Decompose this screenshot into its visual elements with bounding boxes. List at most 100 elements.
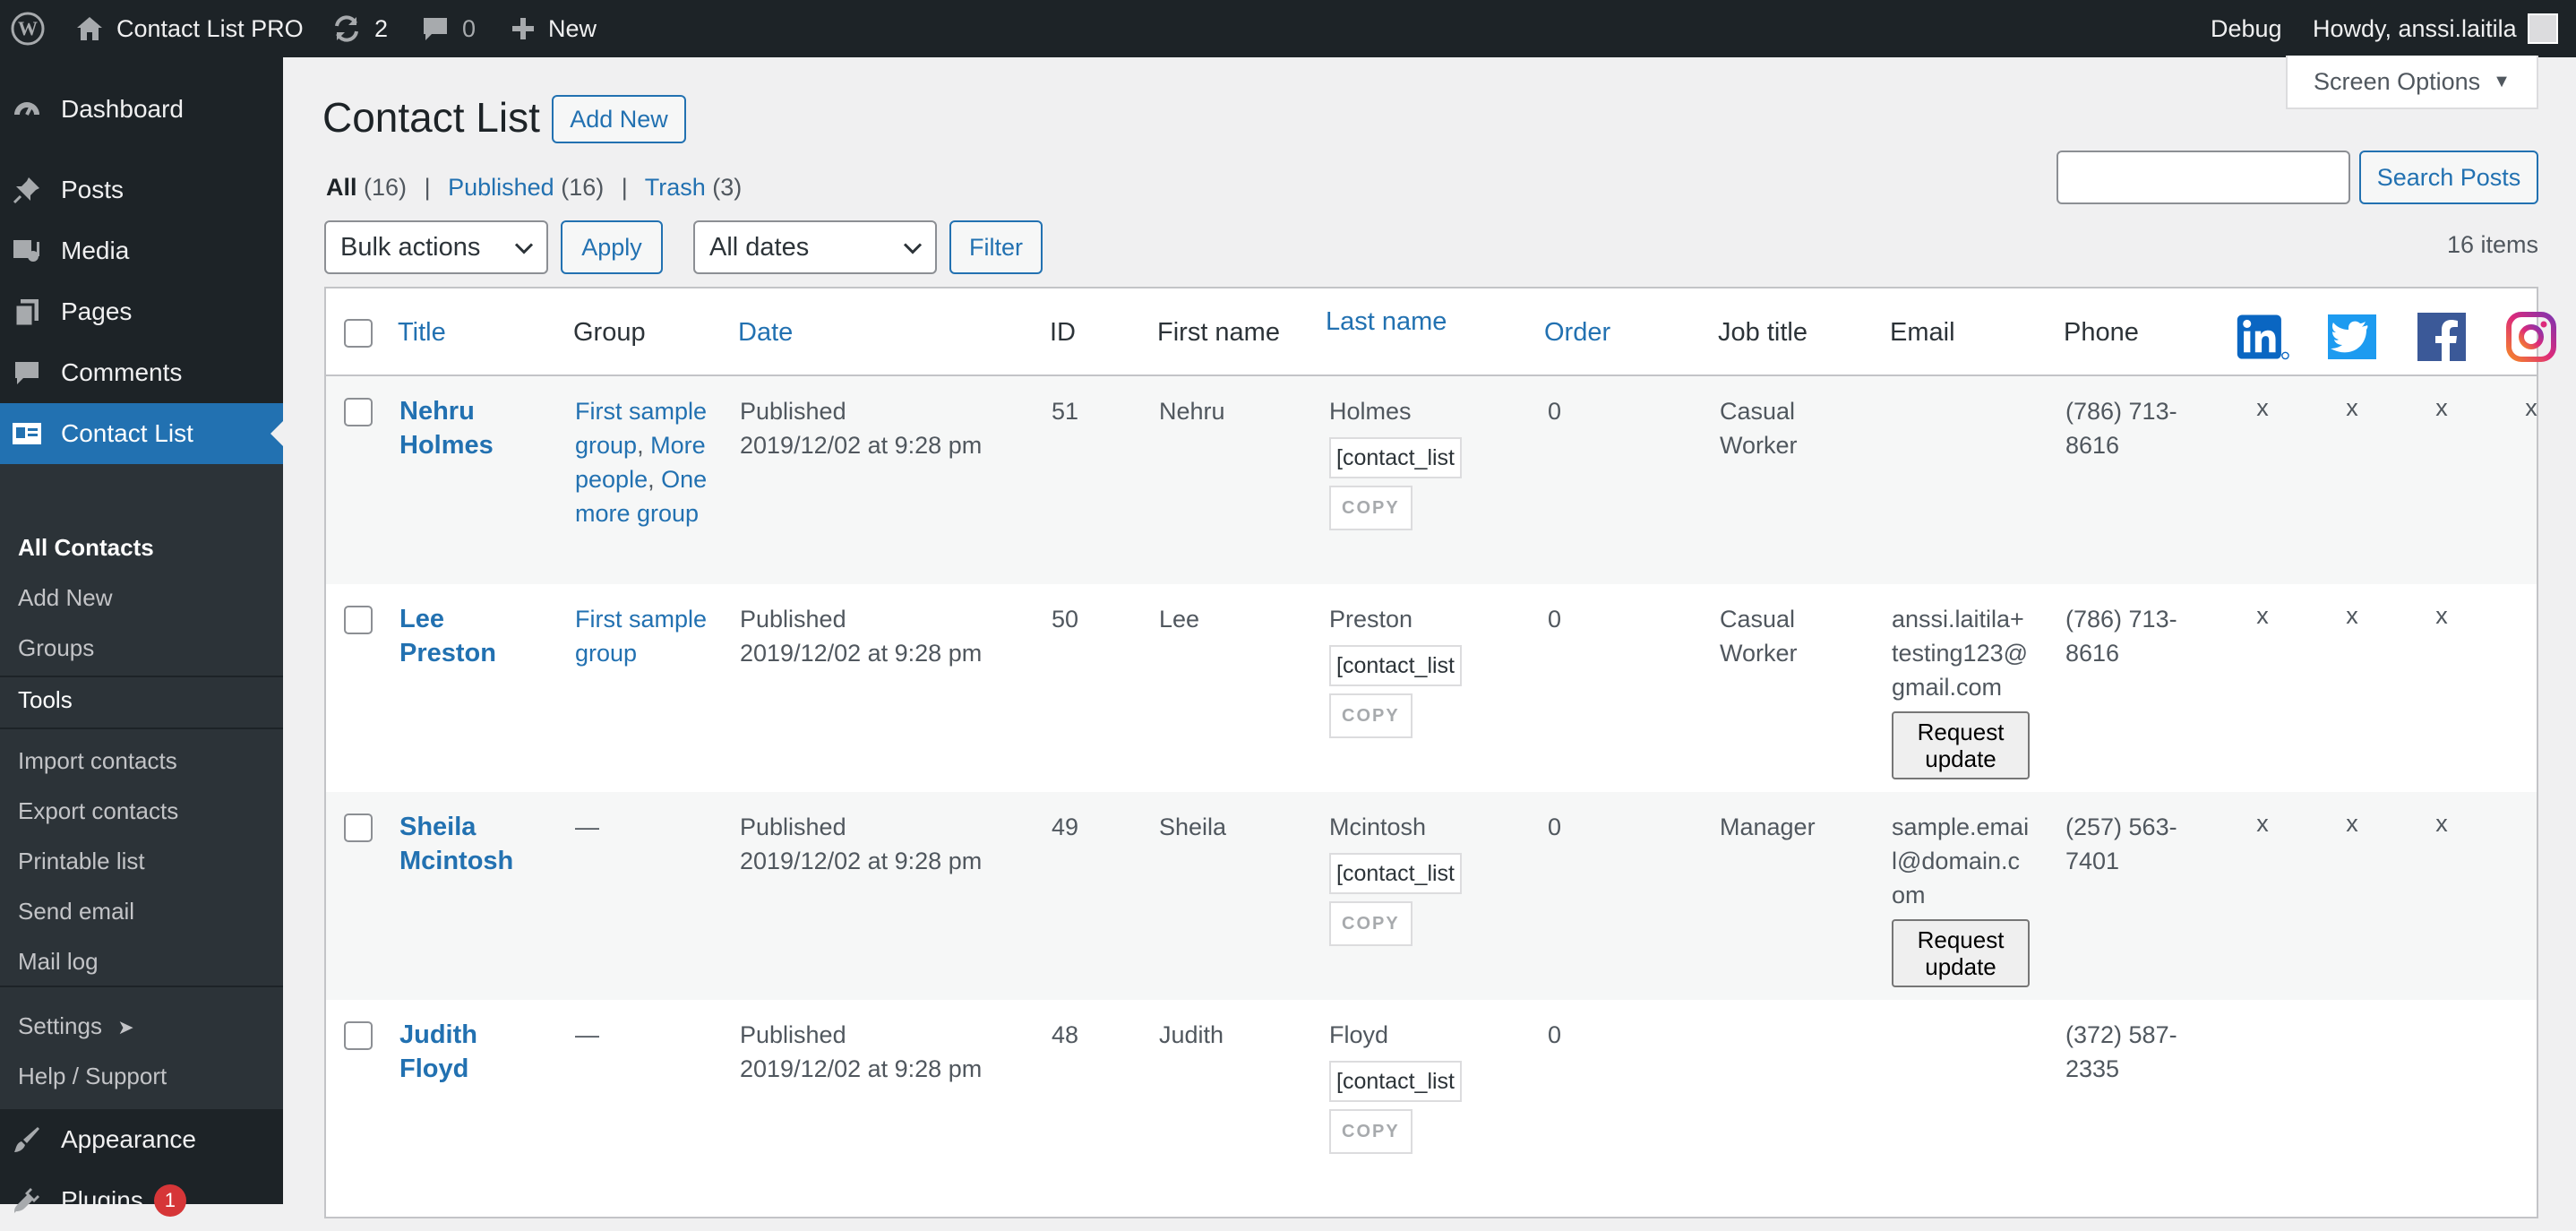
job-line: Casual bbox=[1720, 398, 1796, 425]
order-cell: 0 bbox=[1548, 1021, 1562, 1048]
screen-options-button[interactable]: Screen Options ▼ bbox=[2286, 56, 2538, 109]
submenu-add-new[interactable]: Add New bbox=[18, 584, 113, 611]
menu-appearance[interactable]: Appearance bbox=[0, 1109, 283, 1170]
contact-title-link[interactable]: Lee Preston bbox=[399, 602, 496, 670]
column-date[interactable]: Date bbox=[738, 317, 794, 347]
submenu-send-email[interactable]: Send email bbox=[18, 898, 135, 925]
order-cell: 0 bbox=[1548, 606, 1562, 633]
wordpress-logo-icon[interactable]: W bbox=[11, 0, 45, 57]
copy-shortcode-button[interactable]: COPY bbox=[1329, 901, 1413, 946]
first-name-cell: Lee bbox=[1159, 606, 1200, 633]
menu-comments[interactable]: Comments bbox=[0, 342, 283, 403]
add-new-button[interactable]: Add New bbox=[552, 95, 686, 143]
request-update-button[interactable]: Request update bbox=[1892, 711, 2030, 779]
menu-plugins[interactable]: Plugins 1 bbox=[0, 1170, 283, 1231]
submenu-export-contacts[interactable]: Export contacts bbox=[18, 797, 179, 824]
select-all-checkbox[interactable] bbox=[344, 319, 373, 348]
column-last-name[interactable]: Last name bbox=[1326, 306, 1447, 336]
id-cell: 49 bbox=[1052, 813, 1079, 840]
group-link[interactable]: people bbox=[575, 466, 648, 493]
menu-contact-list[interactable]: Contact List bbox=[0, 403, 283, 464]
request-update-button[interactable]: Request update bbox=[1892, 919, 2030, 987]
group-link[interactable]: group bbox=[575, 640, 638, 667]
menu-label: Plugins bbox=[61, 1186, 143, 1214]
search-posts-button[interactable]: Search Posts bbox=[2359, 151, 2538, 204]
column-title[interactable]: Title bbox=[398, 317, 446, 347]
facebook-value: x bbox=[2435, 602, 2448, 629]
comment-bubble-icon bbox=[421, 15, 450, 42]
items-count: 16 items bbox=[2446, 231, 2538, 258]
view-published[interactable]: Published bbox=[448, 174, 554, 201]
title-line: Lee bbox=[399, 605, 444, 633]
copy-shortcode-button[interactable]: COPY bbox=[1329, 693, 1413, 738]
phone-cell: (257) 563- 7401 bbox=[2065, 810, 2177, 878]
menu-media[interactable]: Media bbox=[0, 220, 283, 281]
first-name-cell: Nehru bbox=[1159, 398, 1225, 425]
updates-link[interactable]: 2 bbox=[331, 0, 388, 57]
linkedin-value: x bbox=[2256, 810, 2269, 837]
date-filter-select[interactable]: All dates bbox=[693, 220, 937, 274]
view-all[interactable]: All bbox=[326, 174, 357, 201]
phone-line: 8616 bbox=[2065, 640, 2120, 667]
menu-pages[interactable]: Pages bbox=[0, 281, 283, 342]
search-input[interactable] bbox=[2057, 151, 2350, 204]
email-line: sample.emai bbox=[1892, 813, 2030, 840]
submenu-divider bbox=[0, 727, 283, 729]
copy-shortcode-button[interactable]: COPY bbox=[1329, 1109, 1413, 1154]
shortcode-text[interactable]: [contact_list bbox=[1329, 1061, 1463, 1102]
instagram-icon bbox=[2504, 310, 2558, 364]
contact-title-link[interactable]: Sheila Mcintosh bbox=[399, 810, 513, 878]
shortcode-text[interactable]: [contact_list bbox=[1329, 437, 1463, 478]
group-link[interactable]: First sample bbox=[575, 398, 708, 425]
row-checkbox[interactable] bbox=[344, 813, 373, 842]
updates-count: 2 bbox=[374, 14, 389, 42]
id-cell: 48 bbox=[1052, 1021, 1079, 1048]
apply-button[interactable]: Apply bbox=[561, 220, 663, 274]
new-content-link[interactable]: New bbox=[511, 0, 597, 57]
chevron-down-icon bbox=[903, 233, 923, 263]
submenu-groups[interactable]: Groups bbox=[18, 634, 95, 661]
submenu-tools[interactable]: Tools bbox=[18, 686, 73, 713]
submenu-settings[interactable]: Settings ➤ bbox=[18, 1012, 134, 1040]
row-checkbox[interactable] bbox=[344, 606, 373, 634]
admin-sidebar: Dashboard Posts Media Pages Comments Con… bbox=[0, 57, 283, 1217]
group-link[interactable]: One bbox=[661, 466, 708, 493]
first-name-cell: Judith bbox=[1159, 1021, 1224, 1048]
site-name-link[interactable]: Contact List PRO bbox=[75, 0, 304, 57]
contact-title-link[interactable]: Judith Floyd bbox=[399, 1018, 477, 1086]
group-link[interactable]: group bbox=[575, 432, 638, 459]
phone-cell: (786) 713- 8616 bbox=[2065, 602, 2177, 670]
job-line: Worker bbox=[1720, 640, 1798, 667]
comments-link[interactable]: 0 bbox=[421, 0, 476, 57]
row-checkbox[interactable] bbox=[344, 1021, 373, 1050]
shortcode-text[interactable]: [contact_list bbox=[1329, 645, 1463, 686]
request-update-label: Request bbox=[1917, 719, 2005, 745]
debug-link[interactable]: Debug bbox=[2211, 0, 2282, 57]
submenu-mail-log[interactable]: Mail log bbox=[18, 948, 99, 975]
menu-dashboard[interactable]: Dashboard bbox=[0, 79, 283, 140]
bulk-actions-select[interactable]: Bulk actions bbox=[324, 220, 548, 274]
job-line: Worker bbox=[1720, 432, 1798, 459]
contact-title-link[interactable]: Nehru Holmes bbox=[399, 394, 494, 462]
group-link[interactable]: More bbox=[650, 432, 706, 459]
email-line: om bbox=[1892, 882, 1926, 908]
account-menu[interactable]: Howdy, anssi.laitila bbox=[2313, 0, 2558, 57]
copy-shortcode-button[interactable]: COPY bbox=[1329, 486, 1413, 530]
settings-label: Settings bbox=[18, 1012, 102, 1039]
shortcode-text[interactable]: [contact_list bbox=[1329, 853, 1463, 894]
view-trash[interactable]: Trash bbox=[644, 174, 706, 201]
submenu-all-contacts[interactable]: All Contacts bbox=[18, 534, 154, 561]
facebook-icon bbox=[2415, 310, 2469, 364]
request-update-label: update bbox=[1925, 953, 1996, 980]
submenu-printable-list[interactable]: Printable list bbox=[18, 848, 145, 874]
column-order[interactable]: Order bbox=[1544, 317, 1611, 347]
phone-cell: (786) 713- 8616 bbox=[2065, 394, 2177, 462]
group-link[interactable]: more group bbox=[575, 500, 700, 527]
filter-button[interactable]: Filter bbox=[949, 220, 1043, 274]
email-line: l@domain.c bbox=[1892, 848, 2020, 874]
submenu-help-support[interactable]: Help / Support bbox=[18, 1063, 167, 1089]
submenu-import-contacts[interactable]: Import contacts bbox=[18, 747, 177, 774]
group-link[interactable]: First sample bbox=[575, 606, 708, 633]
menu-posts[interactable]: Posts bbox=[0, 159, 283, 220]
row-checkbox[interactable] bbox=[344, 398, 373, 426]
